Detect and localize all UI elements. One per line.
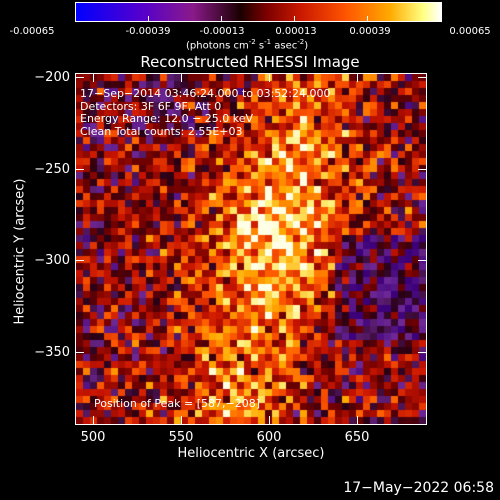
peak-position-label: Position of Peak = [587,−208] <box>94 397 261 410</box>
colorbar-tick-label: 0.00065 <box>449 26 491 37</box>
colorbar-tick-label: -0.00013 <box>199 26 245 37</box>
y-tick-label: −250 <box>34 162 70 177</box>
plot-title: Reconstructed RHESSI Image <box>140 53 360 71</box>
info-line-counts: Clean Total counts: 2.55E+03 <box>80 124 243 138</box>
plot-frame <box>75 73 427 425</box>
rhessi-image <box>76 74 426 424</box>
colorbar-tick-label: 0.00013 <box>275 26 317 37</box>
colorbar-tick-label: -0.00039 <box>125 26 171 37</box>
x-axis-label: Heliocentric X (arcsec) <box>177 446 325 461</box>
x-tick-label: 600 <box>256 430 282 445</box>
footer-timestamp: 17−May−2022 06:58 <box>343 480 494 496</box>
info-line-time: 17−Sep−2014 03:46:24.000 to 03:52:24.000 <box>80 87 331 100</box>
y-tick-label: −300 <box>34 253 70 268</box>
colorbar-tick-label: -0.00065 <box>9 26 55 37</box>
x-tick-label: 500 <box>80 430 106 445</box>
colorbar-tick-marks <box>75 16 442 22</box>
image-plot-area: 17−Sep−2014 03:46:24.000 to 03:52:24.000… <box>76 74 426 424</box>
y-tick-label: −350 <box>34 345 70 360</box>
info-line-detectors: Detectors: 3F 6F 9F, Att 0 <box>80 99 222 113</box>
colorbar-tick-label: 0.00039 <box>349 26 391 37</box>
y-axis-label: Heliocentric Y (arcsec) <box>12 178 28 325</box>
info-line-energy: Energy Range: 12.0 − 25.0 keV <box>80 112 254 125</box>
colorbar-units: (photons cm-2 s-1 asec-2) <box>186 38 309 52</box>
y-tick-label: −200 <box>34 70 70 85</box>
x-tick-label: 650 <box>344 430 370 445</box>
colorbar <box>75 2 442 22</box>
x-tick-label: 550 <box>168 430 194 445</box>
